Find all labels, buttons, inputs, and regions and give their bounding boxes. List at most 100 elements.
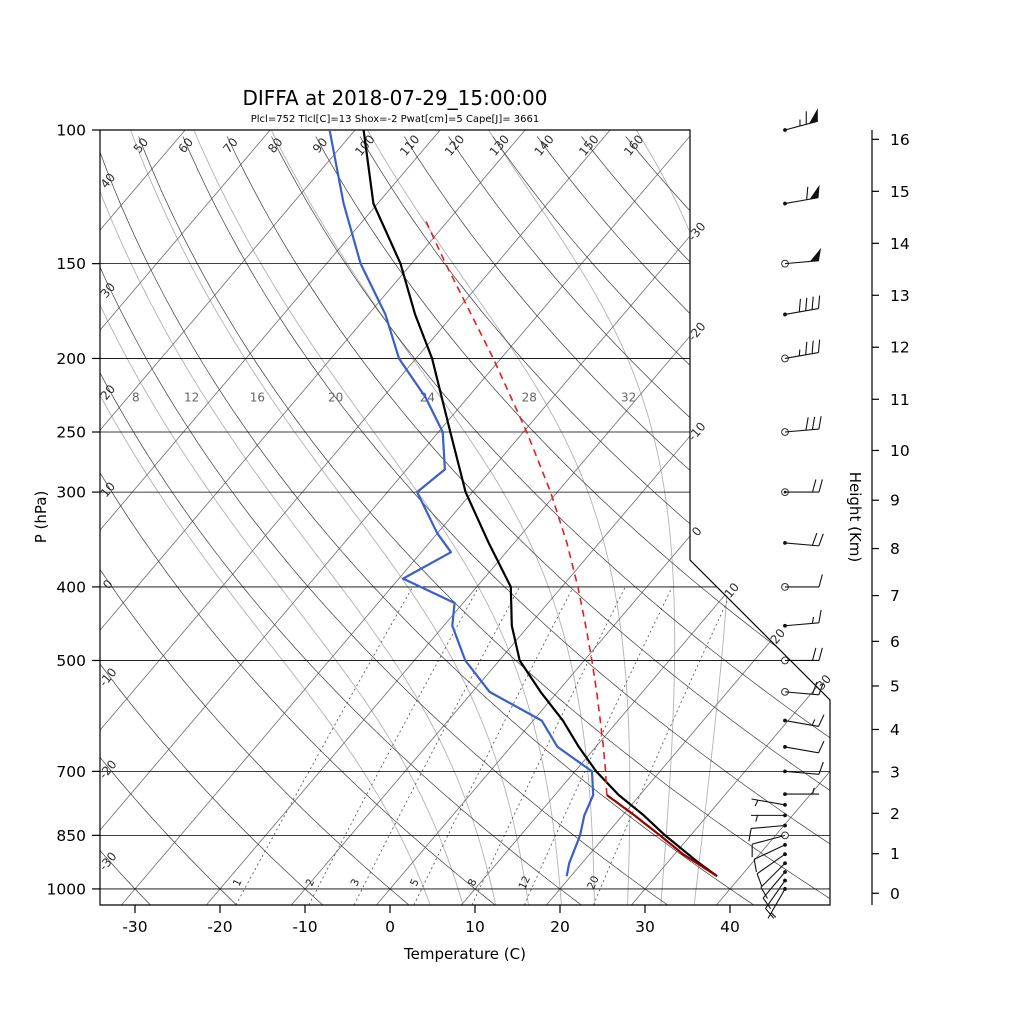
dry-adiabat-line — [360, 137, 1024, 906]
dry-adiabat-line — [404, 137, 1024, 906]
stats-line: Plcl=752 Tlcl[C]=13 Shox=-2 Pwat[cm]=5 C… — [251, 114, 540, 125]
height-tick-label: 0 — [890, 885, 900, 903]
plot-border — [100, 130, 830, 905]
pressure-tick-label: 1000 — [47, 880, 86, 898]
height-tick-label: 13 — [890, 287, 910, 305]
wind-barb — [785, 741, 824, 753]
wind-barbs-layer — [749, 108, 824, 918]
moist-adiabat-line — [34, 130, 463, 904]
mixing-ratio-line — [414, 587, 573, 905]
dry-adiabat-label: 140 — [531, 132, 556, 159]
sounding-profiles-layer — [330, 130, 717, 876]
temperature-tick-label: 20 — [550, 918, 570, 936]
pressure-tick-label: 850 — [56, 827, 86, 845]
chart-title: DIFFA at 2018-07-29_15:00:00 — [242, 86, 547, 110]
wind-barb — [763, 872, 785, 909]
height-tick-label: 16 — [890, 131, 910, 149]
temperature-tick-label: -30 — [122, 918, 147, 936]
moist-adiabat-label: 28 — [522, 390, 537, 404]
pressure-tick-label: 250 — [56, 424, 86, 442]
wind-barb — [785, 788, 819, 794]
mixing-ratio-line — [524, 587, 672, 905]
isotherm-line — [121, 130, 780, 905]
height-tick-label: 5 — [890, 677, 900, 695]
dry-adiabat-label: 20 — [98, 382, 119, 403]
wind-barb — [785, 574, 822, 587]
dry-adiabat-line — [493, 137, 1024, 906]
height-tick-label: 8 — [890, 540, 900, 558]
wind-barb — [785, 248, 821, 264]
dry-adiabat-line — [6, 137, 582, 906]
dry-adiabat-line — [581, 137, 1024, 906]
wind-barb — [785, 610, 821, 626]
dry-adiabat-label: 0 — [100, 577, 116, 592]
wind-barb — [785, 340, 820, 359]
pressure-tick-label: 200 — [56, 350, 86, 368]
wind-marker-open — [782, 832, 789, 839]
moist-adiabat-line — [489, 130, 675, 904]
height-tick-label: 4 — [890, 721, 900, 739]
dry-adiabat-line — [0, 137, 150, 906]
isotherm-label: 0 — [689, 524, 705, 539]
wind-barb — [785, 416, 821, 432]
mixing-ratio-label: 2 — [304, 877, 318, 888]
wind-barb — [785, 648, 822, 661]
temperature-tick-label: -10 — [292, 918, 317, 936]
wind-barb — [785, 108, 818, 130]
height-tick-label: 12 — [890, 339, 910, 357]
isotherm-label: 10 — [722, 580, 743, 601]
wind-barb — [785, 480, 822, 493]
height-tick-label: 14 — [890, 235, 910, 253]
dry-adiabat-label: 40 — [98, 170, 119, 191]
pressure-tick-label: 300 — [56, 484, 86, 502]
dry-adiabat-label: 30 — [98, 280, 119, 301]
height-tick-label: 1 — [890, 845, 900, 863]
dry-adiabat-line — [139, 137, 840, 906]
wind-barb — [785, 185, 820, 204]
pressure-tick-label: 500 — [56, 652, 86, 670]
plot-frame — [100, 130, 830, 905]
dry-adiabat-label: 150 — [576, 132, 601, 159]
moist-adiabat-line — [636, 130, 731, 904]
moist-adiabat-line — [271, 130, 594, 904]
dewpoint-line — [330, 130, 594, 876]
dry-adiabat-line — [50, 137, 668, 906]
wind-barb — [749, 826, 785, 842]
temperature-tick-label: 30 — [635, 918, 655, 936]
pressure-axis-label: P (hPa) — [32, 491, 50, 544]
dry-adiabat-line — [537, 137, 1024, 906]
height-tick-label: 11 — [890, 391, 910, 409]
height-tick-label: 15 — [890, 183, 910, 201]
moist-adiabat-line — [78, 130, 496, 904]
temperature-tick-label: 0 — [385, 918, 395, 936]
moist-adiabat-label: 8 — [132, 390, 140, 404]
isotherm-line — [0, 130, 15, 905]
height-tick-label: 9 — [890, 492, 900, 510]
wind-barb — [752, 835, 785, 857]
isotherm-line — [716, 130, 1024, 905]
dry-adiabat-line — [0, 137, 495, 906]
height-tick-label: 3 — [890, 763, 900, 781]
dry-adiabat-line — [272, 137, 1024, 906]
isotherm-label: -20 — [685, 319, 708, 343]
dry-adiabat-line — [0, 137, 409, 906]
height-axis-label: Height (Km) — [846, 472, 864, 563]
isotherm-line — [0, 130, 185, 905]
temperature-tick-label: 40 — [720, 918, 740, 936]
isotherm-line — [0, 130, 525, 905]
mixing-ratio-label: 3 — [349, 877, 363, 888]
pressure-tick-label: 700 — [56, 763, 86, 781]
wind-barb — [751, 815, 785, 821]
dry-adiabat-label: 130 — [487, 132, 512, 159]
moist-adiabat-line — [131, 130, 529, 904]
temperature-tick-label: 10 — [465, 918, 485, 936]
dry-adiabat-line — [626, 137, 1024, 906]
isotherm-label: 20 — [768, 626, 789, 647]
wind-barb — [752, 799, 785, 806]
height-tick-label: 7 — [890, 587, 900, 605]
moist-adiabat-label: 20 — [328, 390, 343, 404]
dry-adiabat-label: 70 — [220, 135, 241, 156]
